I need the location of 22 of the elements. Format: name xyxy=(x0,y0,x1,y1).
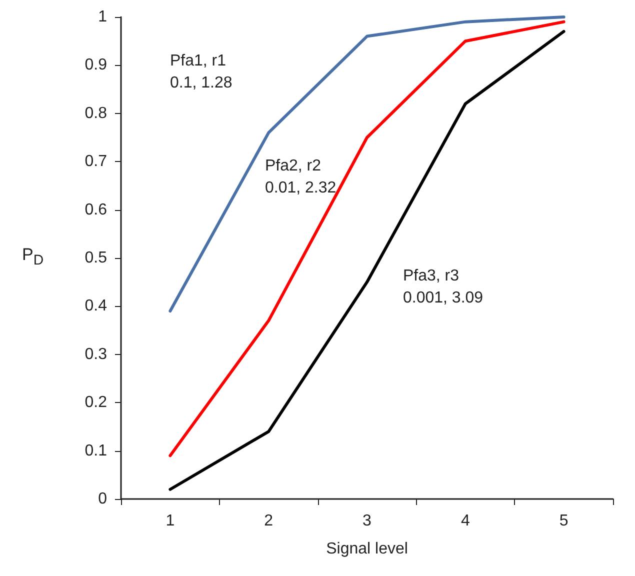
y-tick-label: 0.5 xyxy=(84,250,108,266)
x-tick-label: 1 xyxy=(166,512,175,530)
x-tick-label: 3 xyxy=(362,512,372,530)
annotation: Pfa2, r2 0.01, 2.32 xyxy=(265,158,336,196)
y-tick-label: 0.7 xyxy=(84,153,108,170)
y-tick-label: 0.6 xyxy=(84,201,108,218)
y-axis-title: P$_{D}$ xyxy=(22,245,44,268)
x-tick-label: 4 xyxy=(460,512,470,530)
annotation: Pfa1, r1 0.1, 1.28 xyxy=(170,52,232,92)
y-tick-label: 0.4 xyxy=(84,298,108,315)
x-tick-label: 5 xyxy=(559,512,568,530)
y-tick-label: 0 xyxy=(98,490,108,508)
y-tick-label: 0.2 xyxy=(84,394,108,412)
y-tick-label: 1 xyxy=(98,8,108,26)
y-tick-label: 0.8 xyxy=(84,104,108,122)
y-tick-label: 0.9 xyxy=(84,56,108,74)
y-tick-label: 0.3 xyxy=(84,346,108,363)
x-tick-label: 2 xyxy=(264,512,274,530)
line-series xyxy=(168,16,566,313)
y-tick-label: 0.1 xyxy=(84,442,108,460)
x-axis-title: Signal level xyxy=(326,540,408,558)
annotation: Pfa3, r3 0.001, 3.09 xyxy=(403,268,484,306)
